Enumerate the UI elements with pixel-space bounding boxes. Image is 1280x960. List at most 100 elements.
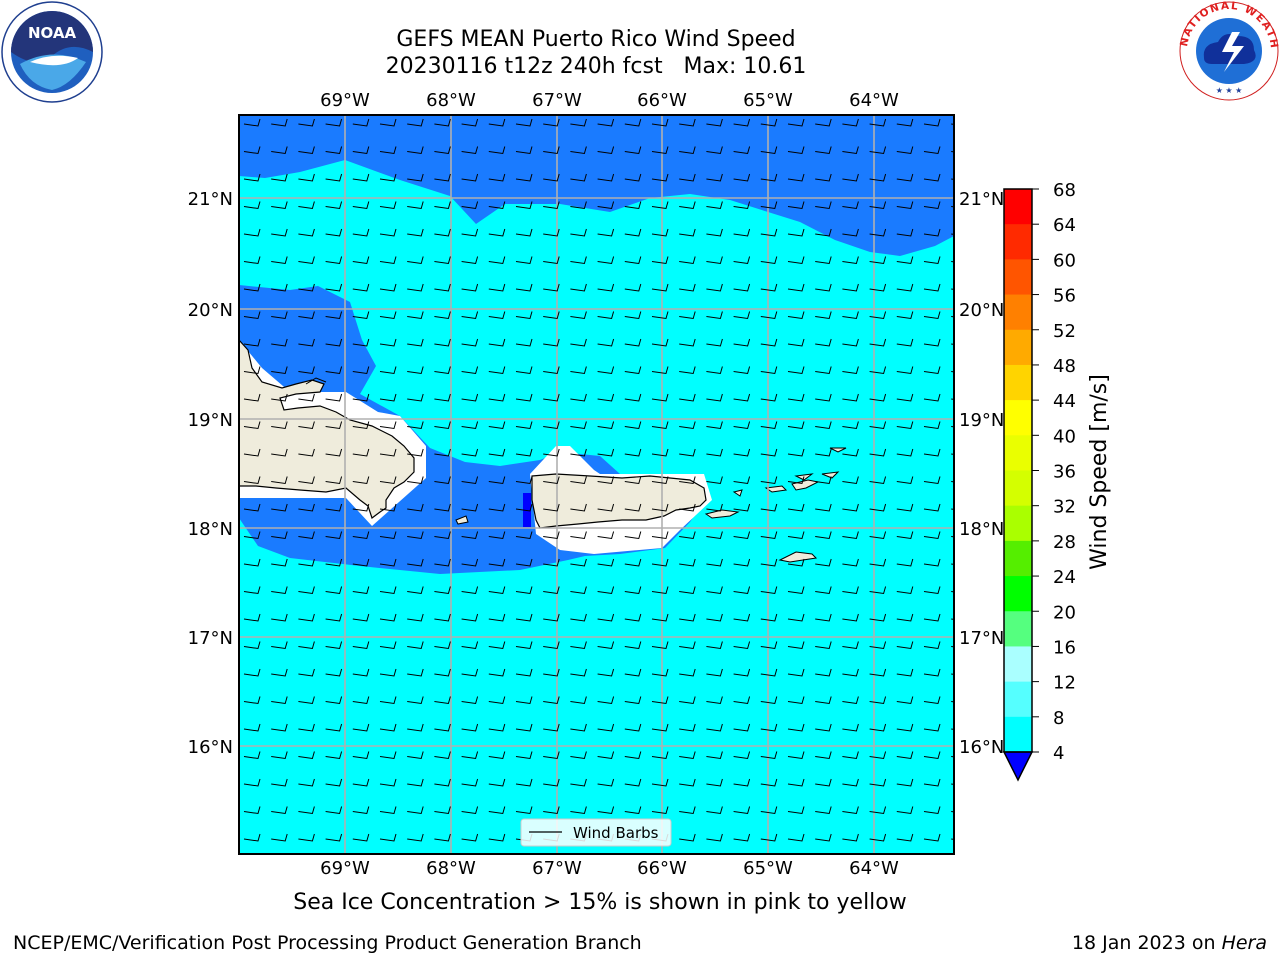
wind-barb xyxy=(733,833,751,842)
wind-barb xyxy=(842,421,859,430)
wind-barb xyxy=(597,696,615,705)
wind-barb xyxy=(760,558,778,567)
wind-barb xyxy=(352,118,370,127)
wind-barb xyxy=(706,201,723,210)
wind-barb xyxy=(543,558,560,567)
wind-barb xyxy=(461,283,479,292)
wind-barb xyxy=(407,448,424,457)
wind-barb xyxy=(271,228,288,237)
wind-barb xyxy=(379,201,397,210)
colorbar-tick-label: 8 xyxy=(1053,708,1064,729)
wind-barb xyxy=(488,311,506,320)
wind-barb xyxy=(815,283,832,292)
wind-barb xyxy=(787,723,805,732)
wind-barb xyxy=(787,118,805,127)
wind-barb xyxy=(407,778,424,787)
wind-barb xyxy=(651,173,669,182)
lat-label-left: 17°N xyxy=(188,628,233,649)
wind-barb xyxy=(325,201,343,210)
wind-barb xyxy=(243,311,261,320)
wind-barb xyxy=(597,586,615,595)
wind-barb xyxy=(597,531,615,540)
wind-barb xyxy=(815,256,832,265)
wind-barb xyxy=(842,751,859,760)
wind-barb xyxy=(570,586,587,595)
wind-barb xyxy=(271,118,288,127)
wind-barb xyxy=(271,503,288,512)
wind-barb xyxy=(543,586,560,595)
wind-barb xyxy=(597,558,615,567)
wind-barb xyxy=(271,173,288,182)
wind-barb xyxy=(407,283,424,292)
wind-barb xyxy=(679,641,696,650)
wind-barb xyxy=(461,201,479,210)
wind-barb xyxy=(815,476,832,485)
wind-barb xyxy=(706,778,723,787)
wind-barb xyxy=(434,393,451,402)
wind-barb xyxy=(679,586,696,595)
wind-barb xyxy=(515,201,533,210)
wind-barb xyxy=(923,393,941,402)
wind-barb xyxy=(624,448,642,457)
wind-barb xyxy=(706,311,723,320)
wind-barb xyxy=(842,201,859,210)
wind-barb xyxy=(325,751,343,760)
wind-barb xyxy=(760,531,778,540)
wind-barb xyxy=(651,723,669,732)
wind-barb xyxy=(407,256,424,265)
wind-barb xyxy=(488,201,506,210)
wind-barb xyxy=(760,118,778,127)
legend-label: Wind Barbs xyxy=(573,824,659,842)
wind-barb xyxy=(271,338,288,347)
wind-barb xyxy=(733,201,751,210)
wind-barb xyxy=(488,751,506,760)
wind-barb xyxy=(923,283,941,292)
wind-barb xyxy=(570,476,587,485)
wind-barb xyxy=(896,613,914,622)
wind-barb xyxy=(243,806,261,815)
wind-barb xyxy=(570,696,587,705)
wind-barb xyxy=(760,146,778,155)
latitude-labels-left: 21°N 20°N 19°N 18°N 17°N 16°N xyxy=(188,189,233,758)
wind-barb xyxy=(515,393,533,402)
wind-barb xyxy=(543,751,560,760)
wind-barb xyxy=(271,723,288,732)
wind-barb xyxy=(787,641,805,650)
wind-barb xyxy=(434,256,451,265)
wind-barb xyxy=(543,366,560,375)
wind-barb xyxy=(651,641,669,650)
wind-barb xyxy=(923,696,941,705)
latitude-labels-right: 21°N 20°N 19°N 18°N 17°N 16°N xyxy=(959,189,1004,758)
wind-barb xyxy=(379,586,397,595)
wind-barb xyxy=(434,201,451,210)
wind-barb xyxy=(271,531,288,540)
wind-barb xyxy=(243,256,261,265)
wind-barb xyxy=(352,338,370,347)
wind-barb xyxy=(679,421,696,430)
colorbar-tick-label: 32 xyxy=(1053,497,1076,518)
wind-barb xyxy=(271,311,288,320)
wind-barb xyxy=(271,146,288,155)
wind-barb xyxy=(543,393,560,402)
wind-barb xyxy=(733,558,751,567)
wind-barb xyxy=(515,586,533,595)
wind-barb xyxy=(706,476,723,485)
wind-barb xyxy=(298,586,315,595)
wind-barb xyxy=(842,311,859,320)
wind-barb xyxy=(760,696,778,705)
wind-barb xyxy=(325,146,343,155)
wind-barb xyxy=(869,201,887,210)
wind-barb xyxy=(842,833,859,842)
wind-barb xyxy=(651,668,669,677)
wind-barb xyxy=(624,118,642,127)
nws-logo: NATIONAL WEATHER SERVICE ★ ★ ★ xyxy=(1178,0,1279,101)
svg-text:★ ★ ★: ★ ★ ★ xyxy=(1216,86,1243,95)
wind-barb xyxy=(624,751,642,760)
wind-barb xyxy=(923,503,941,512)
wind-barb xyxy=(679,338,696,347)
wind-barb xyxy=(298,256,315,265)
wind-barb xyxy=(679,146,696,155)
wind-barb xyxy=(787,833,805,842)
wind-barb xyxy=(543,723,560,732)
wind-barb xyxy=(488,228,506,237)
